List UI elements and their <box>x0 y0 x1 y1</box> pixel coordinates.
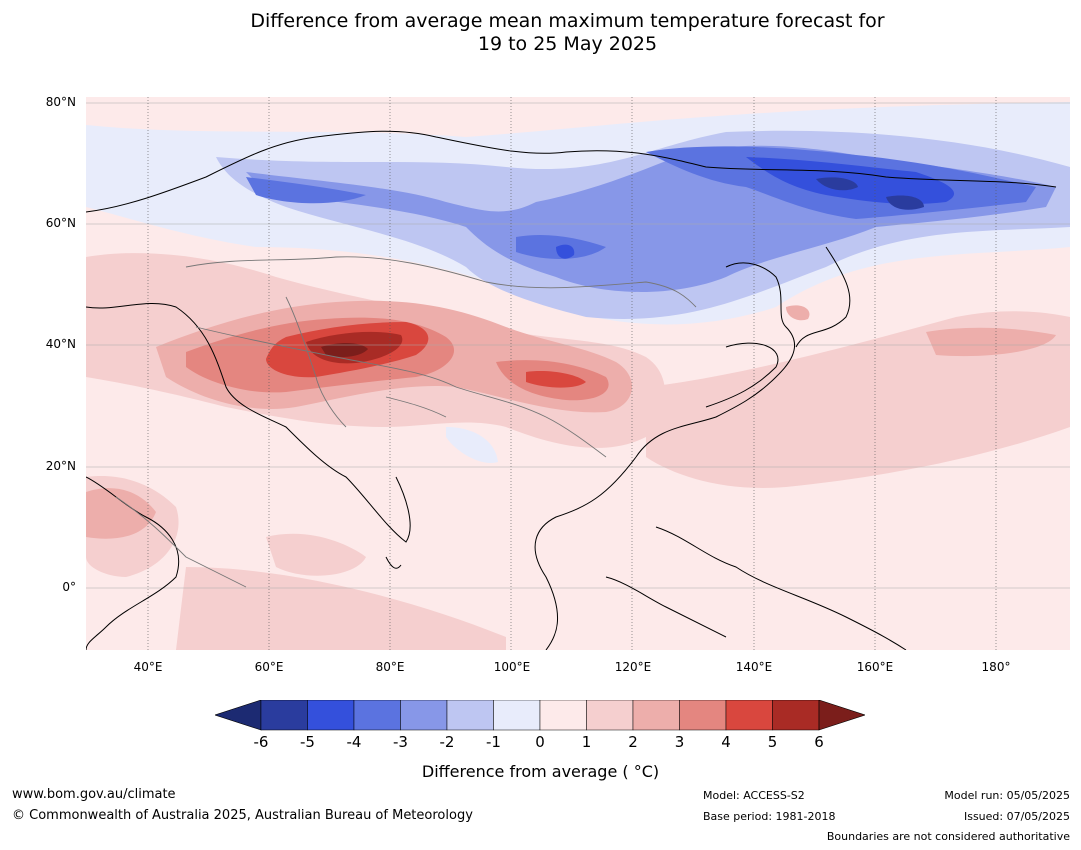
issued-text: Issued: 07/05/2025 <box>963 810 1070 823</box>
lon-label-180: 180° <box>981 660 1011 674</box>
colorbar-segment <box>446 700 494 731</box>
colorbar-segment <box>725 700 773 731</box>
colorbar-segment <box>679 700 727 731</box>
colorbar-segment <box>353 700 401 731</box>
colorbar-tick-label: -4 <box>346 733 362 751</box>
colorbar-segment <box>539 700 587 731</box>
colorbar-segment <box>260 700 308 731</box>
lon-label-60e: 60°E <box>254 660 284 674</box>
colorbar-under-arrow <box>215 700 262 731</box>
colorbar-segment <box>400 700 448 731</box>
title-line-1: Difference from average mean maximum tem… <box>250 10 885 32</box>
lon-label-40e: 40°E <box>133 660 163 674</box>
lon-label-160e: 160°E <box>856 660 894 674</box>
colorbar-over-arrow <box>818 700 865 731</box>
map-svg <box>86 97 1070 650</box>
anomaly-map <box>86 97 1070 650</box>
copyright-text: © Commonwealth of Australia 2025, Austra… <box>12 808 473 823</box>
map-title: Difference from average mean maximum tem… <box>0 10 1081 56</box>
colorbar-tick-label: 3 <box>674 733 685 751</box>
lon-label-120e: 120°E <box>614 660 652 674</box>
colorbar-tick-label: -2 <box>439 733 455 751</box>
warm-region-6 <box>786 305 1056 357</box>
lon-label-80e: 80°E <box>375 660 405 674</box>
colorbar-segment <box>772 700 820 731</box>
country-borders <box>115 256 697 588</box>
lon-label-140e: 140°E <box>735 660 773 674</box>
colorbar-tick-label: -1 <box>486 733 501 751</box>
colorbar-tick-label: 1 <box>581 733 592 751</box>
warm-region-12 <box>321 343 368 357</box>
title-line-2: 19 to 25 May 2025 <box>477 33 658 55</box>
cool-region-6 <box>816 177 924 210</box>
colorbar-tick-label: -5 <box>300 733 315 751</box>
lat-label-0: 0° <box>62 580 76 594</box>
colorbar-segment <box>493 700 541 731</box>
colorbar-tick-label: 6 <box>814 733 824 751</box>
colorbar-tick-label: 2 <box>628 733 638 751</box>
gridlines <box>86 97 1070 650</box>
model-text: Model: ACCESS-S2 <box>703 789 805 802</box>
colorbar-segment <box>586 700 634 731</box>
disclaimer-text: Boundaries are not considered authoritat… <box>826 830 1070 843</box>
warm-region-7 <box>86 488 156 539</box>
colorbar-tick-label: -6 <box>253 733 269 751</box>
lat-label-40n: 40°N <box>45 337 76 351</box>
lon-label-100e: 100°E <box>493 660 531 674</box>
colorbar-segment <box>307 700 355 731</box>
colorbar-tick-label: 4 <box>721 733 731 751</box>
colorbar <box>215 700 865 731</box>
coastlines <box>86 130 1057 650</box>
colorbar-tick-label: 5 <box>767 733 778 751</box>
warm-region-4 <box>266 533 366 576</box>
cool-region-5 <box>556 157 955 259</box>
warm-region-3 <box>86 476 506 650</box>
lat-label-80n: 80°N <box>45 95 76 109</box>
colorbar-segment <box>632 700 680 731</box>
colorbar-label: Difference from average ( °C) <box>421 762 660 781</box>
lat-label-60n: 60°N <box>45 216 76 230</box>
model-run-text: Model run: 05/05/2025 <box>944 789 1070 802</box>
website-link[interactable]: www.bom.gov.au/climate <box>12 787 176 802</box>
lat-label-20n: 20°N <box>45 459 76 473</box>
colorbar-tick-label: 0 <box>535 733 545 751</box>
colorbar-tick-label: -3 <box>393 733 408 751</box>
base-period-text: Base period: 1981-2018 <box>703 810 836 823</box>
